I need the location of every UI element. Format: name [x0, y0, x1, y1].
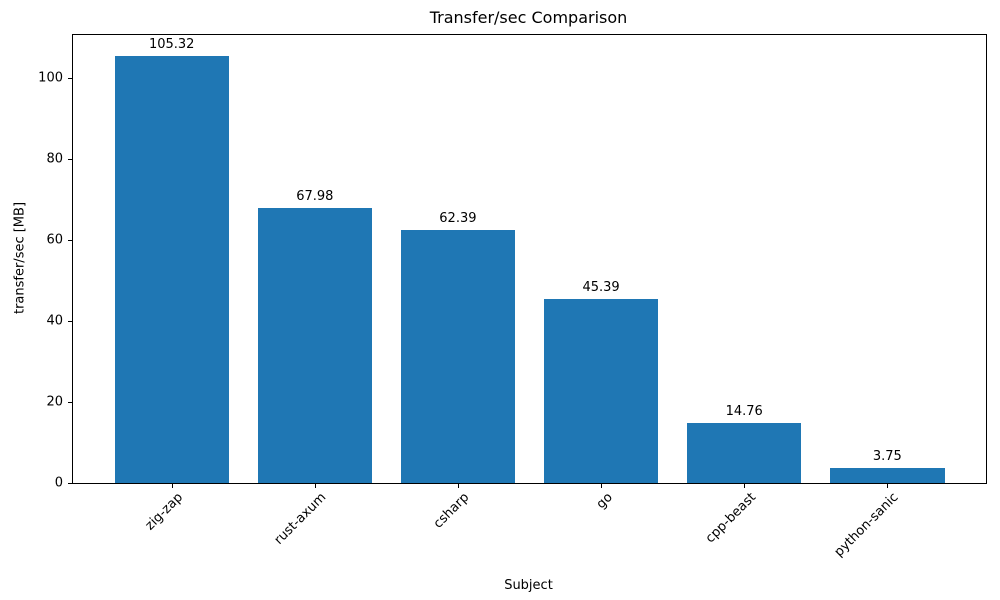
x-tick-mark [887, 483, 889, 488]
y-tick-label: 60 [46, 232, 63, 248]
bar-cpp-beast [686, 423, 802, 483]
bar-value-label: 105.32 [148, 37, 195, 53]
bar-value-label: 14.76 [725, 404, 763, 420]
bar-value-label: 3.75 [872, 448, 902, 464]
y-tick-label: 40 [46, 313, 63, 329]
x-tick-label: cpp-beast [702, 490, 759, 547]
y-tick-mark [68, 321, 73, 322]
y-axis-label: transfer/sec [MB] [12, 201, 28, 315]
bar-zig-zap [114, 56, 229, 483]
bar-csharp [400, 230, 516, 483]
bar-python-sanic [830, 467, 945, 483]
bar-value-label: 62.39 [439, 211, 477, 227]
y-tick-mark [68, 77, 73, 79]
x-tick-label: csharp [430, 490, 473, 532]
y-tick-mark [68, 483, 73, 484]
y-tick-mark [68, 402, 73, 403]
x-tick-mark [744, 483, 746, 488]
x-tick-label: rust-axum [271, 490, 330, 548]
x-tick-mark [314, 483, 316, 488]
y-tick-label: 0 [54, 475, 63, 491]
x-axis-label: Subject [504, 578, 553, 593]
x-tick-label: zig-zap [142, 490, 187, 534]
bar-value-label: 67.98 [296, 188, 334, 204]
bar-rust-axum [257, 207, 373, 483]
y-tick-mark [68, 158, 73, 160]
bar-go [543, 299, 659, 483]
chart-title: Transfer/sec Comparison [429, 8, 628, 27]
x-tick-mark [171, 483, 173, 488]
y-tick-label: 100 [38, 70, 63, 86]
y-tick-mark [68, 239, 73, 241]
y-tick-label: 80 [46, 151, 63, 167]
x-tick-label: python-sanic [831, 490, 902, 560]
y-tick-label: 20 [46, 394, 63, 410]
x-tick-label: go [593, 490, 616, 513]
bar-value-label: 45.39 [582, 280, 620, 296]
x-tick-mark [601, 483, 603, 488]
x-tick-mark [457, 483, 459, 488]
plot-area: 105.32 zig-zap 67.98 rust-axum 62.39 csharp 45… [38, 34, 987, 560]
